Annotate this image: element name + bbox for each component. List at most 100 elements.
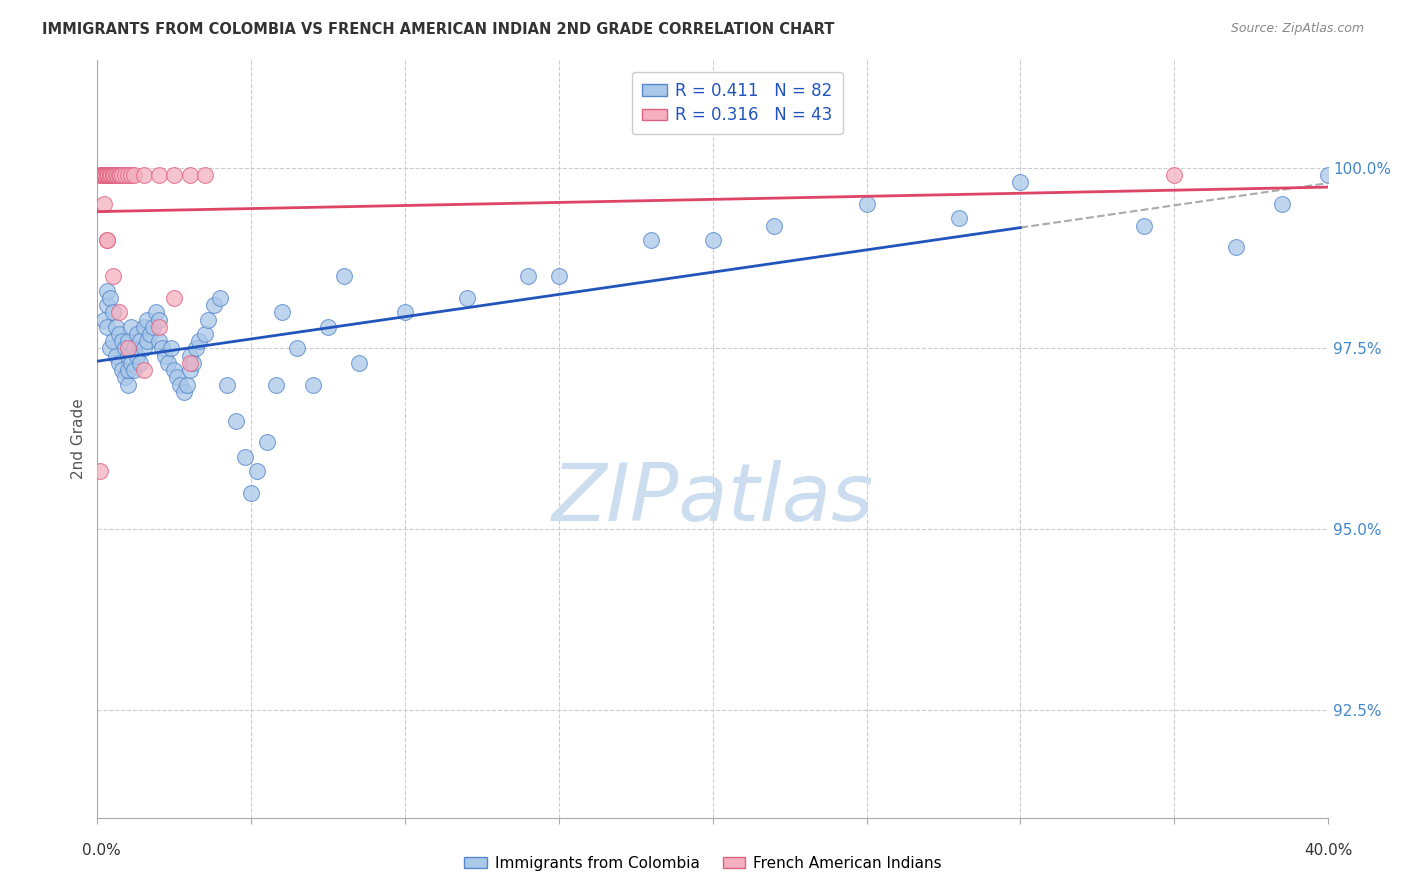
Point	[1271, 197, 1294, 211]
Point	[108, 326, 131, 341]
Point	[702, 233, 724, 247]
Point	[124, 363, 146, 377]
Point	[96, 319, 118, 334]
Point	[855, 197, 877, 211]
Point	[148, 334, 170, 349]
Point	[184, 342, 207, 356]
Point	[163, 291, 186, 305]
Point	[246, 464, 269, 478]
Point	[138, 326, 160, 341]
Point	[111, 168, 134, 182]
Point	[132, 342, 155, 356]
Point	[111, 334, 134, 349]
Point	[117, 349, 139, 363]
Legend: Immigrants from Colombia, French American Indians: Immigrants from Colombia, French America…	[458, 850, 948, 877]
Point	[169, 377, 191, 392]
Point	[114, 342, 136, 356]
Point	[271, 305, 294, 319]
Point	[98, 168, 121, 182]
Point	[135, 334, 157, 349]
Point	[114, 168, 136, 182]
Point	[1163, 168, 1185, 182]
Point	[94, 168, 117, 182]
Point	[101, 334, 124, 349]
Point	[108, 356, 131, 370]
Point	[948, 211, 970, 226]
Point	[96, 298, 118, 312]
Point	[96, 168, 118, 182]
Legend: R = 0.411   N = 82, R = 0.316   N = 43: R = 0.411 N = 82, R = 0.316 N = 43	[633, 71, 842, 135]
Point	[93, 312, 115, 326]
Point	[187, 334, 209, 349]
Point	[173, 384, 195, 399]
Point	[96, 168, 118, 182]
Point	[101, 168, 124, 182]
Point	[215, 377, 238, 392]
Point	[179, 356, 201, 370]
Point	[225, 414, 247, 428]
Point	[105, 168, 128, 182]
Point	[179, 168, 201, 182]
Point	[640, 233, 662, 247]
Point	[98, 342, 121, 356]
Point	[96, 284, 118, 298]
Point	[96, 233, 118, 247]
Point	[91, 168, 114, 182]
Point	[194, 326, 217, 341]
Point	[117, 334, 139, 349]
Point	[145, 305, 167, 319]
Point	[197, 312, 219, 326]
Point	[120, 319, 142, 334]
Point	[108, 305, 131, 319]
Point	[285, 342, 308, 356]
Point	[163, 363, 186, 377]
Point	[181, 356, 204, 370]
Point	[163, 168, 186, 182]
Point	[148, 168, 170, 182]
Point	[120, 356, 142, 370]
Point	[548, 269, 571, 284]
Point	[264, 377, 287, 392]
Point	[98, 168, 121, 182]
Point	[96, 233, 118, 247]
Point	[103, 168, 125, 182]
Point	[1225, 240, 1247, 254]
Point	[166, 370, 188, 384]
Point	[101, 305, 124, 319]
Point	[132, 319, 155, 334]
Point	[132, 168, 155, 182]
Point	[98, 291, 121, 305]
Point	[150, 342, 173, 356]
Point	[93, 168, 115, 182]
Point	[209, 291, 232, 305]
Point	[153, 349, 176, 363]
Point	[132, 363, 155, 377]
Point	[179, 363, 201, 377]
Point	[233, 450, 256, 464]
Point	[104, 319, 127, 334]
Point	[135, 312, 157, 326]
Point	[117, 342, 139, 356]
Point	[202, 298, 225, 312]
Point	[127, 326, 149, 341]
Point	[89, 464, 111, 478]
Point	[179, 349, 201, 363]
Point	[104, 349, 127, 363]
Point	[517, 269, 540, 284]
Point	[91, 168, 114, 182]
Point	[157, 356, 180, 370]
Point	[124, 342, 146, 356]
Point	[93, 197, 115, 211]
Point	[763, 219, 786, 233]
Text: IMMIGRANTS FROM COLOMBIA VS FRENCH AMERICAN INDIAN 2ND GRADE CORRELATION CHART: IMMIGRANTS FROM COLOMBIA VS FRENCH AMERI…	[42, 22, 835, 37]
Point	[97, 168, 120, 182]
Point	[176, 377, 198, 392]
Point	[256, 435, 278, 450]
Point	[1132, 219, 1154, 233]
Point	[89, 168, 111, 182]
Point	[1010, 175, 1032, 189]
Point	[104, 168, 127, 182]
Point	[332, 269, 354, 284]
Point	[114, 370, 136, 384]
Point	[94, 168, 117, 182]
